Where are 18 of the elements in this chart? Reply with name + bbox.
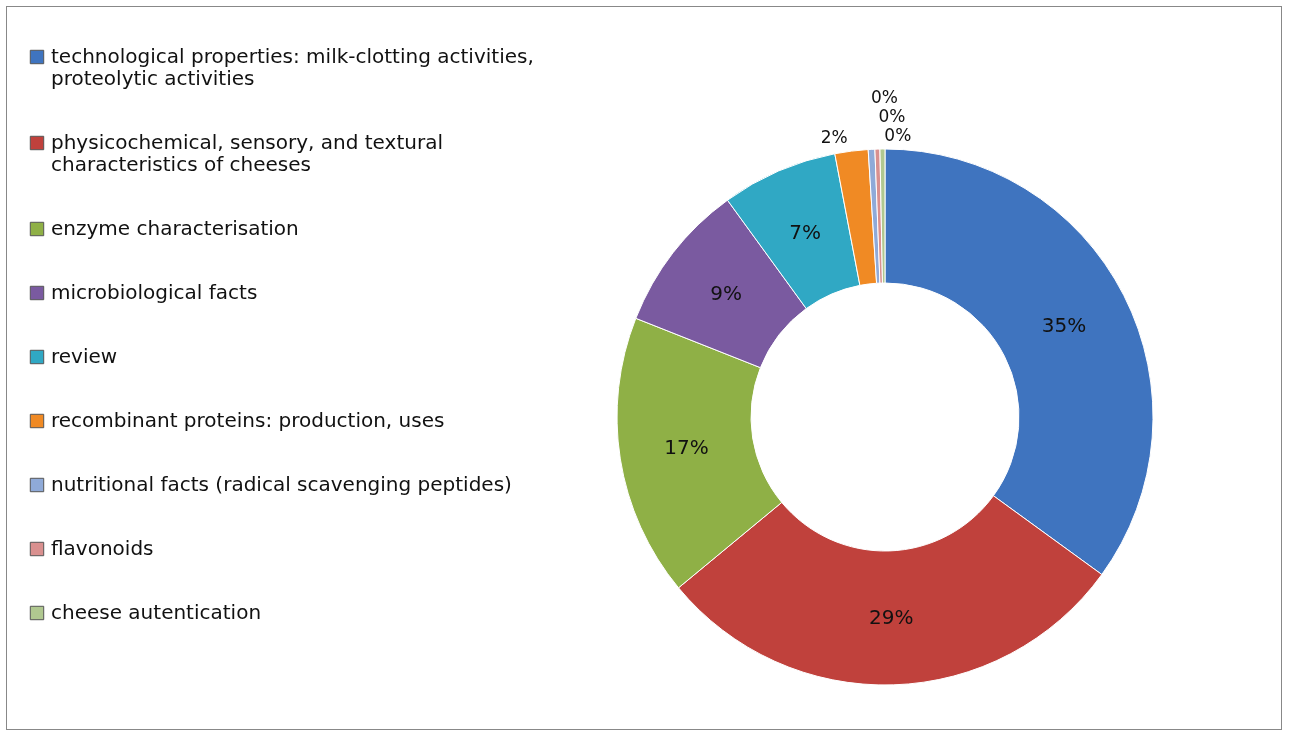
legend-label: technological properties: milk-clotting activities, proteolytic activities xyxy=(51,44,534,90)
data-label: 7% xyxy=(789,219,822,244)
legend-label: recombinant proteins: production, uses xyxy=(51,408,445,432)
data-label: 0% xyxy=(870,87,898,108)
data-label: 0% xyxy=(878,106,906,127)
data-label: 9% xyxy=(710,280,743,305)
legend-label: cheese autentication xyxy=(51,600,262,624)
legend-label: flavonoids xyxy=(51,536,154,560)
data-label: 35% xyxy=(1041,312,1087,337)
legend-label: microbiological facts xyxy=(51,280,258,304)
legend-label: review xyxy=(51,344,118,368)
legend-label: nutritional facts (radical scavenging peptides) xyxy=(51,472,512,496)
data-label: 0% xyxy=(884,125,912,146)
legend-label: enzyme characterisation xyxy=(51,216,299,240)
legend-label: physicochemical, sensory, and textural characteristics of cheeses xyxy=(51,130,443,176)
data-label: 17% xyxy=(664,435,709,460)
data-label: 29% xyxy=(869,604,914,629)
data-label: 2% xyxy=(820,127,848,148)
